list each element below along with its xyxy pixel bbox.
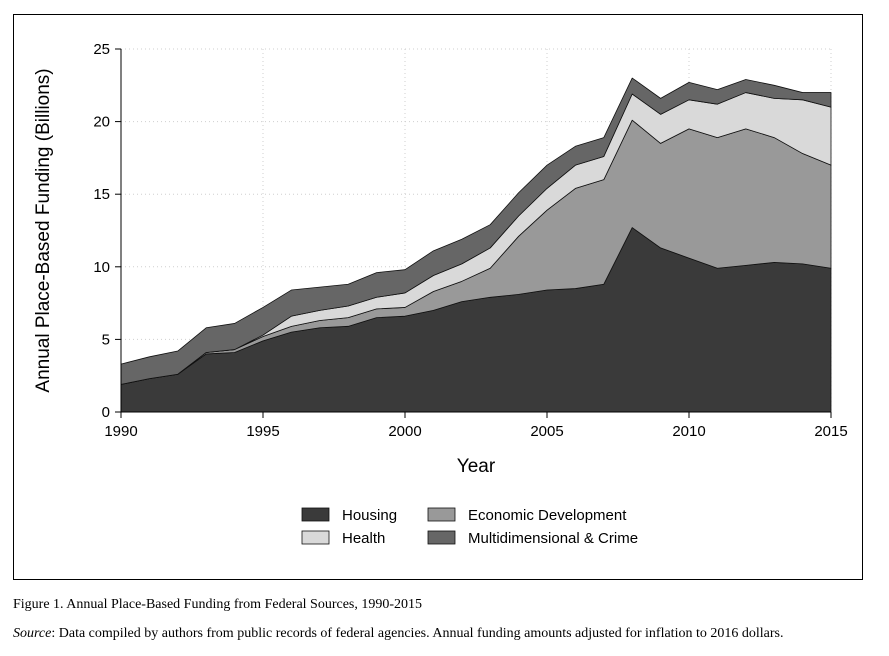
x-tick-label: 2010 <box>672 423 705 440</box>
figure-caption: Figure 1. Annual Place-Based Funding fro… <box>13 597 423 612</box>
y-tick-label: 20 <box>93 114 110 131</box>
legend-label-multidimensional-crime: Multidimensional & Crime <box>468 530 638 547</box>
x-tick-label: 1995 <box>246 423 279 440</box>
x-tick-label: 2000 <box>388 423 421 440</box>
y-tick-label: 5 <box>102 331 110 348</box>
y-tick-label: 0 <box>102 404 110 421</box>
x-tick-label: 1990 <box>104 423 137 440</box>
y-axis-title: Annual Place-Based Funding (Billions) <box>33 68 54 392</box>
x-axis-title: Year <box>457 456 496 477</box>
legend-swatch-multidimensional-crime <box>427 530 456 545</box>
legend-label-housing: Housing <box>342 507 397 524</box>
y-tick-label: 25 <box>93 41 110 58</box>
x-tick-label: 2015 <box>814 423 847 440</box>
area-multidimensional-crime <box>120 77 832 385</box>
x-tick-label: 2005 <box>530 423 563 440</box>
legend-swatch-economic-development <box>427 507 456 522</box>
legend-swatch-health <box>301 530 330 545</box>
chart-frame: 0 5 10 15 20 25 1990 1995 2000 2005 2010 2015 Year An… <box>13 14 863 580</box>
legend-label-health: Health <box>342 530 385 547</box>
y-tick-label: 15 <box>93 186 110 203</box>
legend-label-economic-development: Economic Development <box>468 507 627 524</box>
source-label: Source <box>13 626 52 641</box>
y-tick-label: 10 <box>93 259 110 276</box>
source-text: : Data compiled by authors from public r… <box>51 626 784 641</box>
source-note: Source: Data compiled by authors from pu… <box>13 626 783 642</box>
legend-swatch-housing <box>301 507 330 522</box>
stacked-area-chart: 0 5 10 15 20 25 1990 1995 2000 2005 2010 2015 Year An… <box>33 41 848 547</box>
